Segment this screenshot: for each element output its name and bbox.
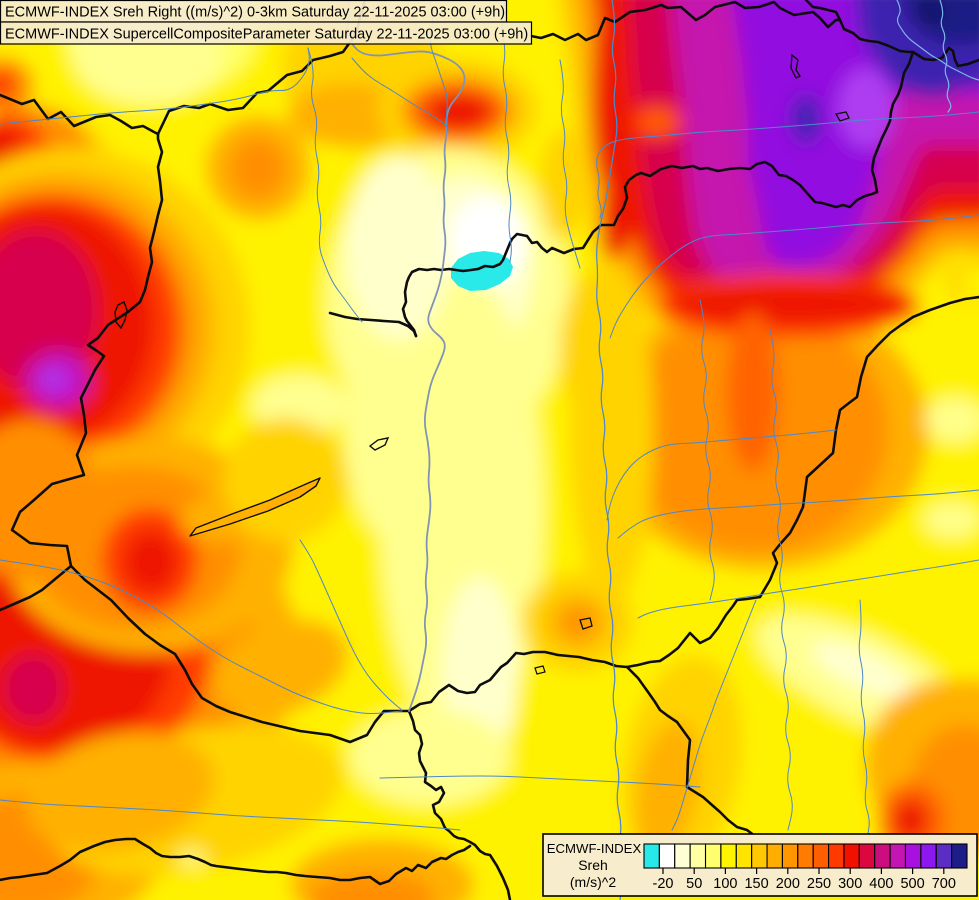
svg-text:150: 150	[744, 876, 768, 892]
svg-text:(m/s)^2: (m/s)^2	[570, 874, 616, 890]
svg-text:400: 400	[869, 876, 893, 892]
svg-text:250: 250	[807, 876, 831, 892]
svg-text:100: 100	[713, 876, 737, 892]
svg-text:50: 50	[686, 876, 702, 892]
svg-text:ECMWF-INDEX: ECMWF-INDEX	[547, 841, 642, 856]
svg-text:ECMWF-INDEX SupercellComposite: ECMWF-INDEX SupercellCompositeParameter …	[5, 27, 528, 43]
svg-text:500: 500	[900, 876, 924, 892]
svg-text:700: 700	[932, 876, 956, 892]
svg-text:-20: -20	[653, 876, 674, 892]
svg-text:200: 200	[776, 876, 800, 892]
svg-text:ECMWF-INDEX Sreh Right ((m/s)^: ECMWF-INDEX Sreh Right ((m/s)^2) 0-3km S…	[5, 5, 505, 21]
svg-text:300: 300	[838, 876, 862, 892]
svg-text:Sreh: Sreh	[578, 857, 608, 873]
